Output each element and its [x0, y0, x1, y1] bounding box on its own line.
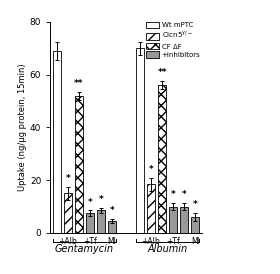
- Text: *: *: [182, 190, 187, 199]
- Text: +Tf: +Tf: [166, 237, 180, 246]
- Text: MI: MI: [191, 237, 200, 246]
- Text: +Alb: +Alb: [58, 237, 77, 246]
- Bar: [108, 221, 116, 233]
- Bar: [169, 207, 177, 233]
- Bar: [158, 85, 166, 233]
- Text: *: *: [99, 195, 103, 204]
- Text: Gentamycin: Gentamycin: [55, 244, 114, 254]
- Text: *: *: [88, 198, 92, 207]
- Bar: [136, 48, 144, 233]
- Text: *: *: [171, 190, 176, 199]
- Text: *: *: [110, 206, 115, 215]
- Bar: [53, 51, 60, 233]
- Bar: [147, 184, 155, 233]
- Y-axis label: Uptake (ng/μg protein, 15min): Uptake (ng/μg protein, 15min): [18, 64, 27, 191]
- Text: MI: MI: [108, 237, 116, 246]
- Bar: [180, 207, 188, 233]
- Bar: [192, 217, 199, 233]
- Text: **: **: [157, 68, 167, 77]
- Text: Albumin: Albumin: [148, 244, 188, 254]
- Text: **: **: [74, 79, 83, 88]
- Text: +Alb: +Alb: [142, 237, 160, 246]
- Legend: Wt mPTC, Clcn5$^{Y/-}$, CF ΔF, +inhibitors: Wt mPTC, Clcn5$^{Y/-}$, CF ΔF, +inhibito…: [146, 21, 201, 59]
- Text: *: *: [193, 200, 198, 209]
- Bar: [64, 193, 72, 233]
- Text: *: *: [149, 165, 153, 173]
- Bar: [86, 213, 94, 233]
- Bar: [75, 96, 83, 233]
- Text: *: *: [65, 174, 70, 183]
- Bar: [97, 210, 105, 233]
- Text: +Tf: +Tf: [83, 237, 97, 246]
